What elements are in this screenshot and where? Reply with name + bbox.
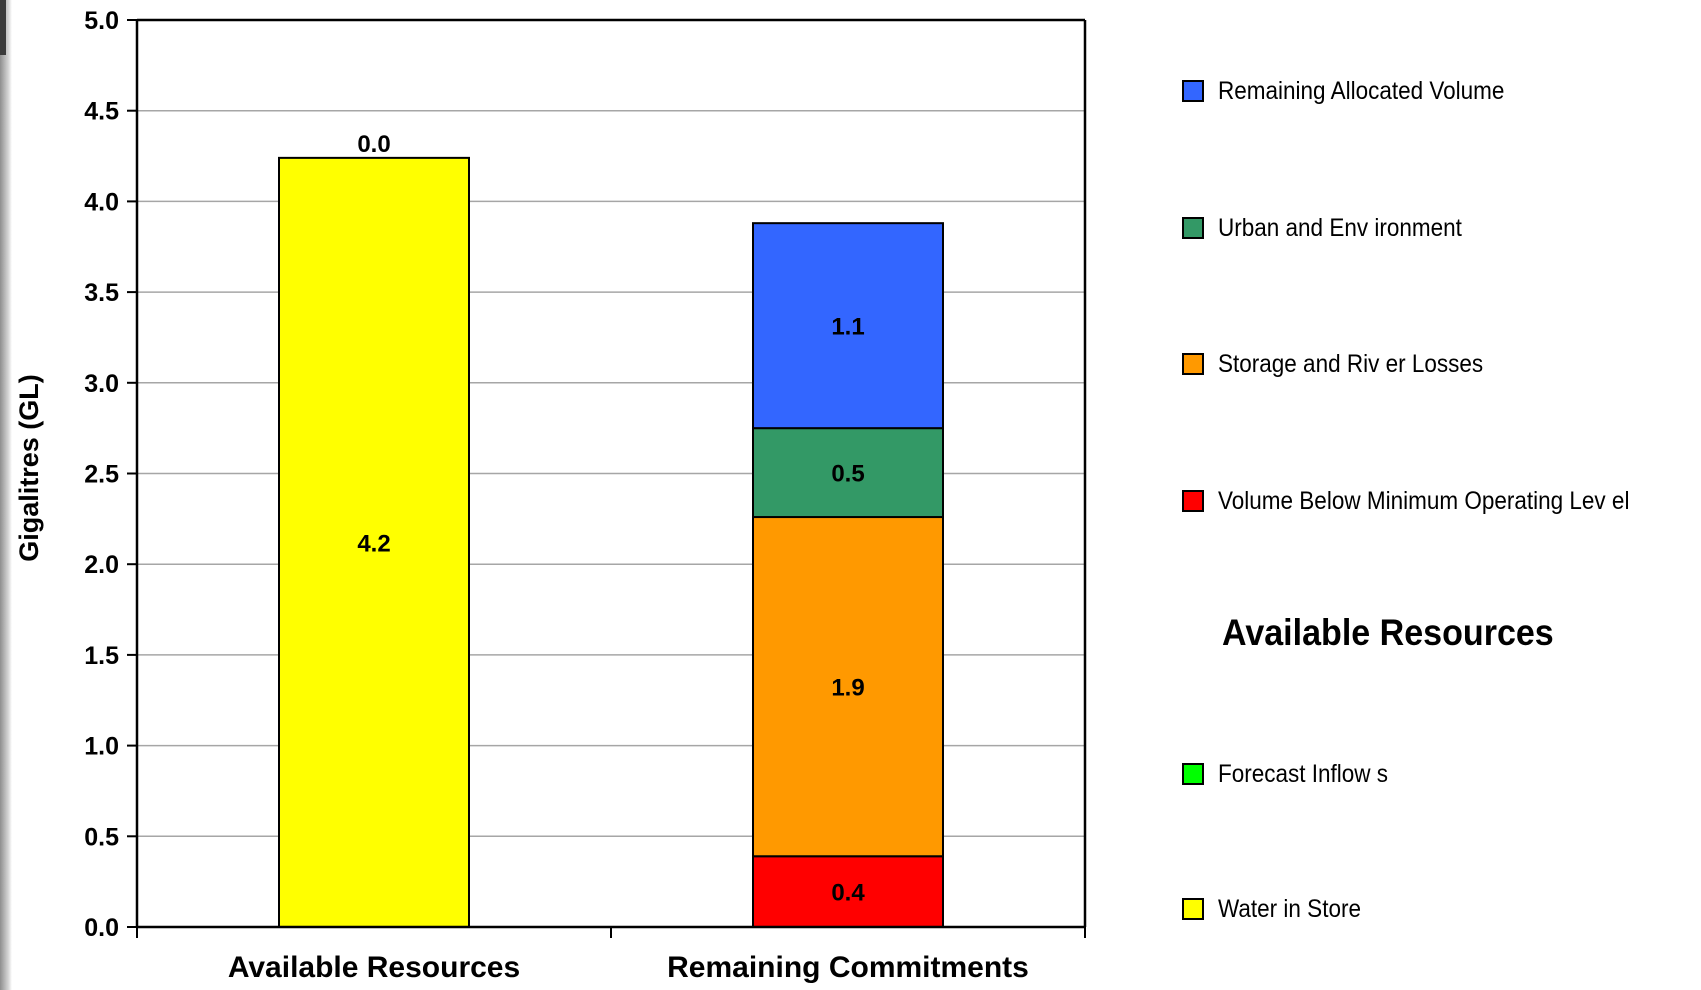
data-labels: 4.2 0.0 0.4 1.9 0.5 1.1 (357, 131, 865, 907)
category-label: Remaining Commitments (667, 951, 1029, 984)
data-label: 0.0 (357, 131, 390, 158)
y-tick-label: 3.5 (84, 279, 119, 307)
bars (278, 156, 944, 929)
left-edge-strip (0, 0, 12, 990)
y-tick-labels: 0.0 0.5 1.0 1.5 2.0 2.5 3.0 3.5 4.0 4.5 5.0 (84, 7, 119, 942)
legend-item-storage-and-river-losses: Storage and Riv er Losses (1182, 347, 1513, 381)
legend-item-water-in-store: Water in Store (1182, 892, 1377, 926)
y-tick-label: 1.5 (84, 642, 119, 670)
chart: 0.0 0.5 1.0 1.5 2.0 2.5 3.0 3.5 4.0 4.5 5.0 Availa… (14, 7, 1087, 984)
y-tick-label: 0.0 (84, 914, 119, 942)
y-tick-label: 3.0 (84, 370, 119, 398)
bar-segment (752, 516, 944, 858)
bar-segment (278, 156, 470, 928)
legend-swatch (1182, 898, 1204, 920)
legend-label: Storage and Riv er Losses (1218, 349, 1484, 378)
legend-label: Water in Store (1218, 894, 1361, 923)
legend-item-forecast-inflows: Forecast Inflow s (1182, 757, 1407, 791)
y-tick-label: 2.0 (84, 551, 119, 579)
legend-label: Volume Below Minimum Operating Lev el (1218, 486, 1630, 515)
y-tick-label: 5.0 (84, 7, 119, 35)
y-tick-label: 1.0 (84, 733, 119, 761)
y-tick-label: 2.5 (84, 461, 119, 489)
data-label: 4.2 (357, 530, 390, 557)
y-tick-label: 4.0 (84, 188, 119, 216)
category-labels: Available Resources Remaining Commitments (228, 951, 1029, 984)
data-label: 0.4 (831, 880, 865, 907)
legend-swatch (1182, 217, 1204, 239)
legend-item-urban-and-environment: Urban and Env ironment (1182, 211, 1489, 245)
legend-label: Urban and Env ironment (1218, 213, 1462, 242)
legend-swatch (1182, 763, 1204, 785)
bar-segment (752, 427, 944, 519)
legend-swatch (1182, 80, 1204, 102)
legend-item-volume-below-minimum-operating-level: Volume Below Minimum Operating Lev el (1182, 484, 1675, 518)
y-tick-label: 4.5 (84, 98, 119, 126)
bar-segment (752, 855, 944, 929)
axes (127, 18, 1087, 938)
legend-swatch (1182, 353, 1204, 375)
legend-label: Forecast Inflow s (1218, 759, 1389, 788)
y-axis-title: Gigalitres (GL) (14, 374, 44, 562)
y-tick-label: 0.5 (84, 823, 119, 851)
legend-heading: Available Resources (1222, 612, 1554, 653)
left-edge-dark-block (0, 0, 6, 55)
legend: Remaining Allocated Volume Urban and Env… (1182, 0, 1692, 990)
legend-swatch (1182, 490, 1204, 512)
legend-label: Remaining Allocated Volume (1218, 76, 1505, 105)
legend-item-remaining-allocated-volume: Remaining Allocated Volume (1182, 74, 1536, 108)
bar-segment (752, 222, 944, 430)
category-label: Available Resources (228, 951, 520, 984)
data-label: 0.5 (831, 461, 864, 488)
data-label: 1.9 (831, 675, 864, 702)
data-label: 1.1 (831, 314, 864, 341)
